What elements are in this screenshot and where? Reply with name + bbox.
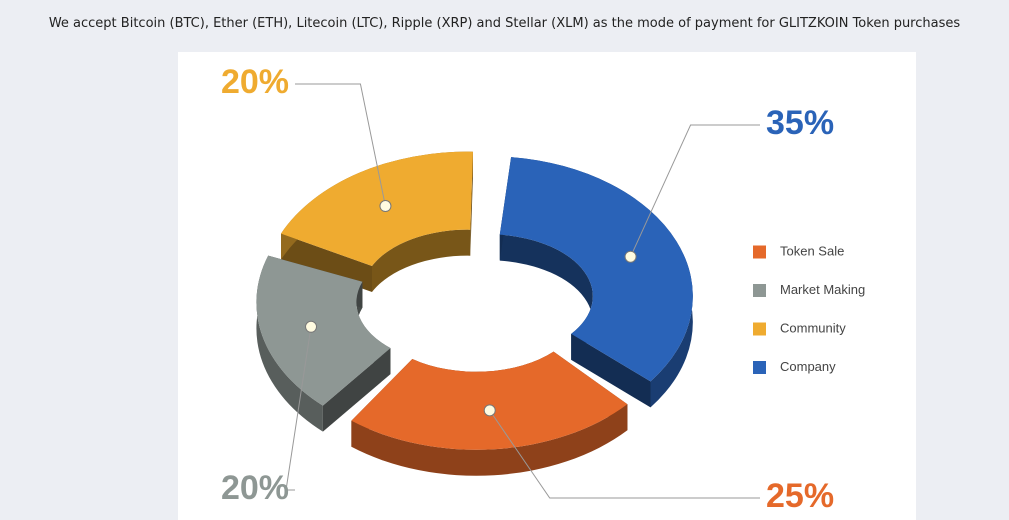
- segment-end: [322, 348, 391, 432]
- value-label: 20%: [221, 469, 289, 507]
- leader-line: [630, 124, 760, 257]
- segment-inner-wall: [372, 229, 471, 292]
- leader-dot: [624, 250, 637, 263]
- segment-top: [256, 255, 391, 406]
- legend-label: Market Making: [780, 282, 865, 297]
- legend-label: Token Sale: [780, 243, 844, 258]
- segment-top: [499, 157, 693, 382]
- segment-outer-wall: [351, 404, 628, 476]
- legend-swatch: [753, 322, 766, 336]
- segment: [351, 351, 628, 476]
- leader-line: [285, 326, 312, 491]
- segment-end: [470, 151, 473, 256]
- segment-top: [351, 351, 628, 450]
- leader-dot: [379, 200, 392, 213]
- value-label: 25%: [766, 477, 834, 515]
- leader-dot: [305, 320, 318, 333]
- value-label: 20%: [221, 63, 289, 101]
- value-label: 35%: [766, 104, 834, 142]
- segment-inner-wall: [499, 234, 593, 360]
- legend-label: Company: [780, 359, 836, 374]
- legend-swatch: [753, 361, 766, 374]
- leader-line: [295, 83, 386, 207]
- legend-swatch: [753, 245, 766, 259]
- segment-end: [571, 333, 651, 408]
- legend-label: Community: [780, 320, 846, 335]
- intro-text: We accept Bitcoin (BTC), Ether (ETH), Li…: [48, 16, 961, 31]
- legend-swatch: [753, 284, 766, 297]
- leader-dot: [483, 404, 496, 417]
- segment-end: [281, 233, 372, 292]
- segment: [256, 255, 391, 432]
- segment-top: [281, 151, 473, 266]
- segment: [281, 151, 473, 292]
- leader-line: [489, 410, 760, 499]
